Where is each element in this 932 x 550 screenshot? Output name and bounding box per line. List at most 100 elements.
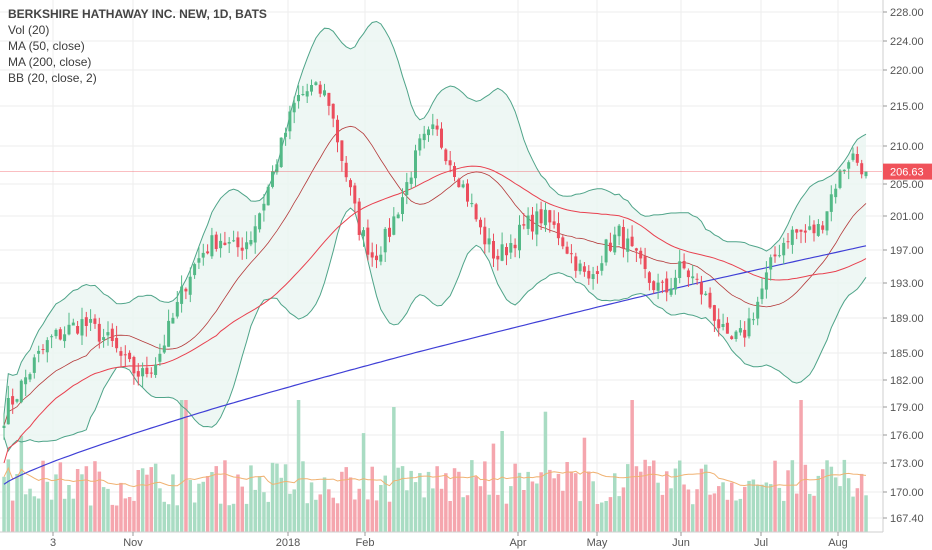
x-tick-label: Nov: [123, 537, 143, 549]
volume-bar: [36, 498, 41, 532]
volume-bar: [413, 482, 418, 532]
candle-body: [336, 119, 339, 143]
candle-body: [353, 185, 357, 204]
volume-bar: [565, 462, 569, 532]
volume-bar: [114, 505, 119, 532]
candle-body: [569, 253, 573, 255]
volume-bar: [833, 477, 838, 532]
candle-body: [747, 318, 751, 337]
candle-body: [418, 138, 422, 151]
volume-bar: [444, 473, 448, 532]
candle-body: [253, 226, 257, 243]
volume-bar: [751, 479, 756, 532]
candle-body: [617, 225, 621, 237]
volume-bar: [578, 501, 582, 532]
candle-body: [561, 237, 565, 247]
candle-body: [505, 247, 508, 256]
candle-body: [712, 305, 716, 321]
candle-body: [539, 209, 543, 224]
volume-bar: [591, 481, 595, 532]
volume-bar: [153, 463, 158, 532]
candle-body: [548, 210, 552, 223]
candle-body: [808, 226, 812, 230]
volume-bar: [340, 471, 344, 532]
y-tick-label: 185.00: [890, 348, 924, 360]
candle-body: [422, 133, 426, 141]
volume-bar: [639, 471, 643, 532]
volume-bar: [500, 431, 504, 532]
indicator-vol: Vol (20): [8, 23, 50, 37]
volume-bar: [309, 482, 314, 532]
candle-body: [193, 264, 197, 276]
volume-bar: [10, 500, 15, 532]
volume-bar: [673, 468, 678, 532]
candle-body: [751, 319, 755, 321]
candle-body: [474, 204, 478, 220]
candle-body: [288, 111, 292, 132]
volume-bar: [448, 501, 452, 532]
candle-body: [110, 328, 114, 341]
volume-bar: [846, 478, 851, 532]
volume-bar: [75, 469, 80, 532]
candle-body: [838, 170, 842, 188]
volume-bar: [604, 501, 608, 532]
volume-bar: [197, 483, 201, 532]
candle-body: [704, 293, 708, 295]
candle-body: [829, 194, 833, 212]
volume-bar: [582, 437, 587, 532]
volume-bar: [842, 459, 847, 532]
candle-body: [89, 319, 93, 323]
volume-bar: [621, 487, 626, 532]
candle-body: [522, 224, 526, 226]
x-tick-label: 2018: [276, 537, 300, 549]
candle-body: [232, 240, 236, 242]
volume-bar: [71, 498, 76, 532]
x-tick-label: May: [587, 537, 608, 549]
volume-bar: [15, 474, 19, 532]
volume-bar: [660, 494, 665, 532]
y-tick-label: 224.00: [890, 36, 924, 48]
volume-bar: [370, 466, 374, 532]
candle-body: [310, 85, 313, 92]
candle-body: [67, 324, 71, 335]
volume-bar: [682, 484, 686, 532]
volume-bar: [257, 476, 262, 532]
volume-bar: [461, 497, 465, 532]
volume-bar: [344, 467, 348, 532]
candle-body: [487, 238, 491, 245]
candle-body: [136, 371, 140, 377]
candle-body: [71, 322, 75, 326]
volume-bar: [821, 469, 825, 532]
y-tick-label: 189.00: [890, 313, 924, 325]
volume-bar: [253, 489, 257, 532]
candle-body: [154, 364, 158, 375]
candle-body: [660, 281, 664, 283]
candle-body: [587, 270, 591, 279]
candle-body: [496, 255, 500, 260]
volume-bar: [478, 486, 483, 532]
candle-body: [414, 150, 417, 179]
volume-bar: [782, 500, 786, 532]
candle-body: [444, 149, 448, 162]
candle-body: [141, 368, 145, 377]
volume-bar: [62, 498, 67, 532]
volume-bar: [678, 460, 682, 532]
volume-bar: [205, 476, 210, 532]
candle-body: [375, 255, 378, 261]
candle-body: [743, 329, 747, 338]
volume-bar: [483, 461, 487, 532]
candle-body: [266, 186, 270, 206]
candle-body: [812, 224, 816, 234]
volume-bar: [647, 466, 652, 532]
volume-bar: [58, 462, 63, 532]
volume-bar: [457, 471, 461, 532]
candle-body: [362, 230, 365, 237]
volume-bar: [855, 488, 860, 532]
volume-bar: [426, 471, 431, 532]
candle-body: [379, 254, 383, 262]
candle-body: [223, 242, 227, 245]
volume-bar: [743, 486, 747, 532]
candle-body: [565, 246, 569, 254]
y-tick-label: 228.00: [890, 7, 924, 19]
